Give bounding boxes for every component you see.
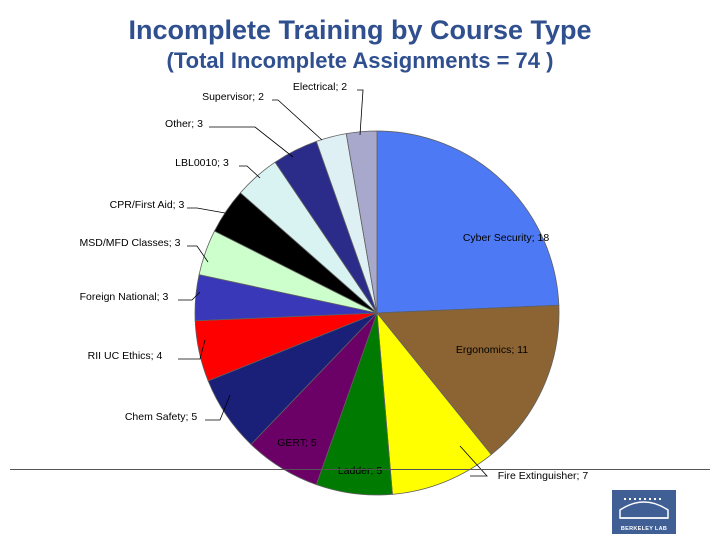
data-label: Ergonomics; 11 [456,344,528,356]
data-label: CPR/First Aid; 3 [110,199,185,211]
leader-line [357,89,364,136]
leader-line [178,291,201,301]
berkeley-lab-logo: BERKELEY LAB [612,490,676,534]
pie-slice-ergonomics [376,304,560,456]
data-label: Fire Extinguisher; 7 [498,470,589,482]
data-label: Other; 3 [165,118,203,130]
data-label: Electrical; 2 [293,81,347,93]
footer-rule [10,469,710,470]
building-icon [619,498,669,519]
logo-text: BERKELEY LAB [620,526,668,532]
data-label: RII UC Ethics; 4 [88,350,163,362]
leader-line [187,245,209,263]
leader-line [459,445,488,477]
leader-line [209,126,294,158]
chart-subtitle: (Total Incomplete Assignments = 74 ) [166,48,554,73]
data-label: GERT; 5 [277,437,317,449]
leader-line [205,394,231,421]
data-label: MSD/MFD Classes; 3 [80,237,181,249]
pie-slice-cyber-security [376,130,560,314]
data-label: Foreign National; 3 [80,291,169,303]
leader-line [187,207,226,214]
data-label: Supervisor; 2 [202,91,264,103]
pie-slice-electrical [345,130,378,314]
data-label: Ladder; 5 [338,465,383,477]
data-label: Cyber Security; 18 [463,232,550,244]
leader-line [239,165,261,179]
leader-line [178,339,206,360]
leader-line [272,99,323,141]
chart-title: Incomplete Training by Course Type [128,15,592,45]
data-label: LBL0010; 3 [175,157,229,169]
data-label: Chem Safety; 5 [125,411,198,423]
